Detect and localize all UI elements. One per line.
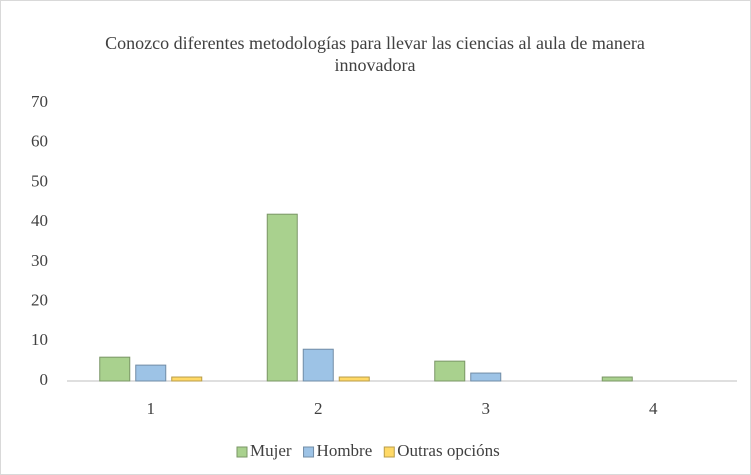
- legend-label: Outras opcións: [397, 441, 499, 460]
- bar: [99, 356, 131, 382]
- y-tick-label: 0: [40, 370, 49, 389]
- legend-label: Hombre: [317, 441, 373, 460]
- legend-label: Mujer: [250, 441, 292, 460]
- x-tick-label: 1: [147, 399, 156, 418]
- bar: [135, 364, 167, 382]
- y-tick-label: 10: [31, 330, 48, 349]
- y-tick-label: 60: [31, 132, 48, 151]
- bar: [601, 376, 633, 382]
- bar: [266, 213, 298, 382]
- x-tick-label: 4: [649, 399, 658, 418]
- legend-swatch: [236, 446, 248, 458]
- bar: [171, 376, 203, 382]
- y-tick-label: 30: [31, 251, 48, 270]
- chart-title: Conozco diferentes metodologías para lle…: [105, 33, 645, 75]
- bar: [434, 360, 466, 382]
- y-tick-label: 70: [31, 92, 48, 111]
- bar: [470, 372, 502, 382]
- legend-swatch: [383, 446, 395, 458]
- bar: [302, 348, 334, 382]
- x-tick-label: 2: [314, 399, 323, 418]
- legend-swatch: [303, 446, 315, 458]
- y-tick-label: 40: [31, 211, 48, 230]
- x-tick-label: 3: [482, 399, 491, 418]
- y-tick-label: 20: [31, 290, 48, 309]
- bar: [338, 376, 370, 382]
- y-tick-label: 50: [31, 171, 48, 190]
